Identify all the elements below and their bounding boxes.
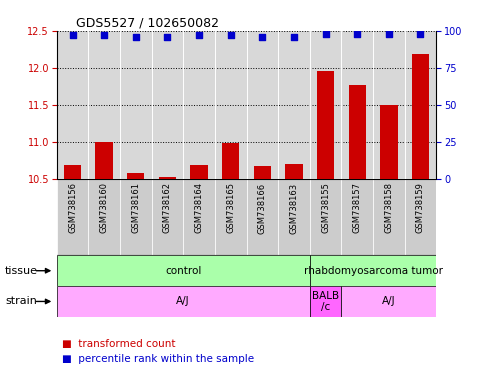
Bar: [120, 179, 152, 255]
Bar: [310, 286, 341, 317]
Bar: [285, 164, 303, 179]
Bar: [349, 85, 366, 179]
Text: GSM738155: GSM738155: [321, 182, 330, 233]
Text: ■  transformed count: ■ transformed count: [62, 339, 175, 349]
Bar: [341, 286, 436, 317]
Bar: [183, 179, 215, 255]
Point: [195, 32, 203, 38]
Text: GSM738162: GSM738162: [163, 182, 172, 233]
Text: GSM738160: GSM738160: [100, 182, 108, 233]
Bar: [57, 286, 310, 317]
Text: GSM738156: GSM738156: [68, 182, 77, 233]
Text: tissue: tissue: [5, 266, 38, 276]
Bar: [341, 179, 373, 255]
Text: GSM738157: GSM738157: [352, 182, 362, 233]
Text: rhabdomyosarcoma tumor: rhabdomyosarcoma tumor: [304, 266, 443, 276]
Point: [353, 31, 361, 37]
Bar: [159, 177, 176, 179]
Bar: [222, 143, 240, 179]
Point: [69, 32, 76, 38]
Bar: [310, 255, 436, 286]
Bar: [253, 166, 271, 179]
Point: [258, 33, 266, 40]
Text: ■  percentile rank within the sample: ■ percentile rank within the sample: [62, 354, 254, 364]
Bar: [88, 179, 120, 255]
Text: GSM738159: GSM738159: [416, 182, 425, 233]
Point: [321, 31, 329, 37]
Text: A/J: A/J: [176, 296, 190, 306]
Bar: [246, 179, 278, 255]
Bar: [412, 55, 429, 179]
Bar: [373, 179, 405, 255]
Text: strain: strain: [5, 296, 37, 306]
Text: GSM738161: GSM738161: [131, 182, 141, 233]
Point: [417, 31, 424, 37]
Bar: [380, 105, 397, 179]
Text: BALB
/c: BALB /c: [312, 291, 339, 312]
Text: GDS5527 / 102650082: GDS5527 / 102650082: [76, 17, 219, 30]
Point: [164, 33, 172, 40]
Text: GSM738158: GSM738158: [385, 182, 393, 233]
Point: [132, 33, 140, 40]
Text: GSM738164: GSM738164: [195, 182, 204, 233]
Point: [227, 32, 235, 38]
Point: [385, 31, 393, 37]
Bar: [405, 179, 436, 255]
Text: GSM738165: GSM738165: [226, 182, 235, 233]
Text: GSM738166: GSM738166: [258, 182, 267, 233]
Bar: [190, 165, 208, 179]
Bar: [317, 71, 334, 179]
Bar: [278, 179, 310, 255]
Bar: [152, 179, 183, 255]
Bar: [127, 174, 144, 179]
Bar: [215, 179, 246, 255]
Text: A/J: A/J: [382, 296, 396, 306]
Bar: [310, 179, 341, 255]
Point: [290, 33, 298, 40]
Text: GSM738163: GSM738163: [289, 182, 298, 233]
Bar: [64, 165, 81, 179]
Bar: [57, 179, 88, 255]
Bar: [57, 255, 310, 286]
Text: control: control: [165, 266, 202, 276]
Point: [100, 32, 108, 38]
Bar: [96, 142, 113, 179]
